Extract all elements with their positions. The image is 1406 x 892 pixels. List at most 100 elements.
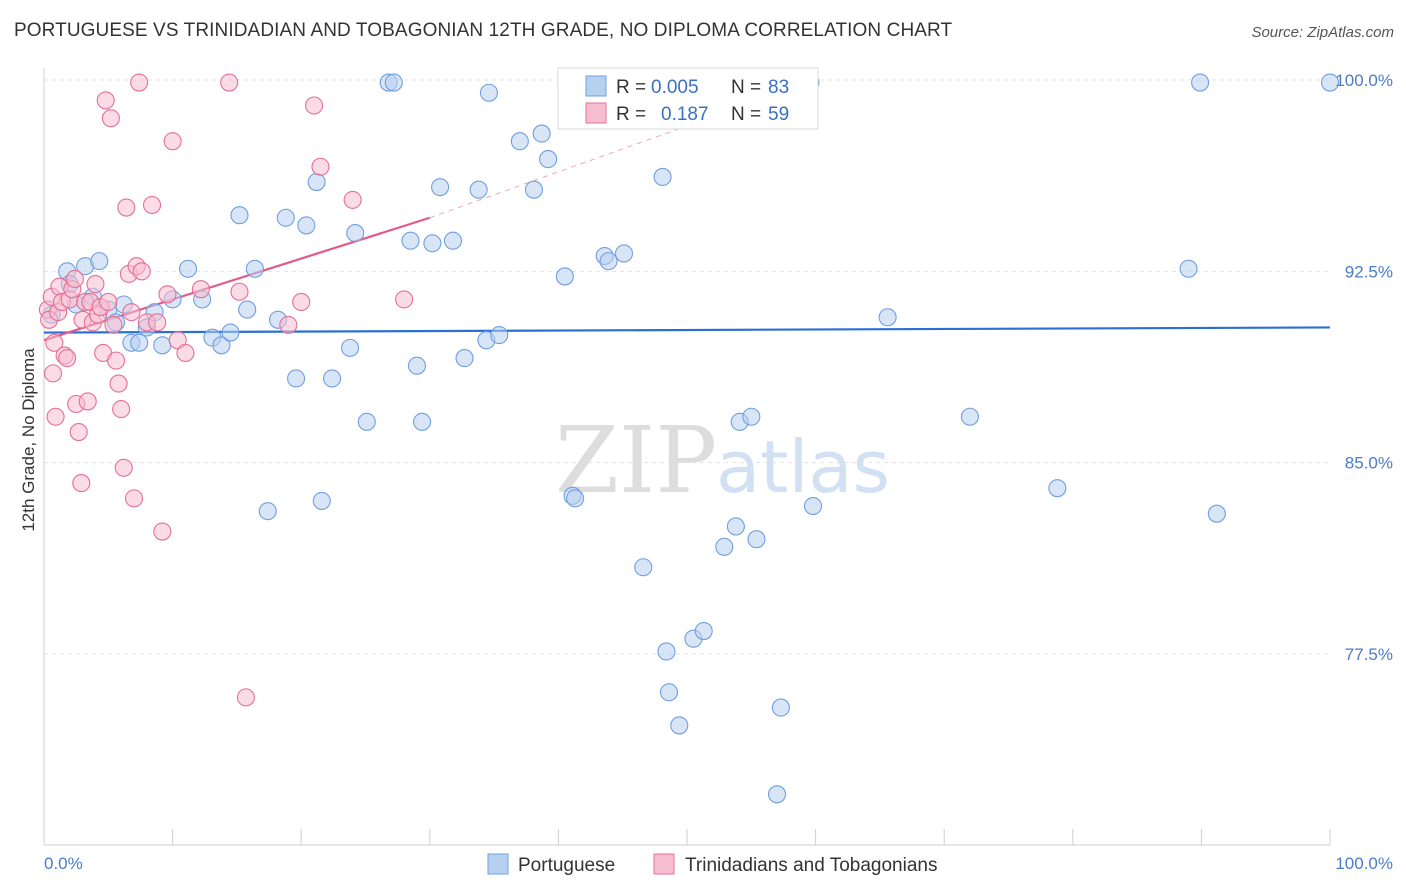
bottom-legend: Portuguese Trinidadians and Tobagonians (487, 853, 937, 876)
point-trinidadian-33 (114, 458, 133, 477)
point-trinidadian-37 (124, 489, 144, 508)
y-tick-label-3: 100.0% (1335, 71, 1393, 90)
point-portuguese-58 (614, 244, 634, 263)
point-portuguese-46 (479, 83, 499, 102)
y-tick-label-2: 92.5% (1345, 262, 1393, 281)
legend-swatch-trinidadian (585, 102, 607, 124)
point-portuguese-37 (401, 231, 420, 250)
point-trinidadian-4 (45, 333, 64, 352)
y-tick-labels: 77.5% 85.0% 92.5% 100.0% (1335, 71, 1393, 664)
point-trinidadian-51 (230, 282, 249, 301)
point-portuguese-49 (524, 180, 544, 199)
point-portuguese-47 (490, 326, 509, 345)
point-trinidadian-57 (343, 190, 362, 209)
chart-title: PORTUGUESE VS TRINIDADIAN AND TOBAGONIAN… (14, 20, 953, 41)
point-portuguese-16 (178, 259, 198, 278)
point-portuguese-72 (767, 785, 787, 804)
point-trinidadian-22 (86, 275, 105, 294)
point-trinidadian-10 (58, 349, 77, 368)
point-portuguese-31 (323, 369, 342, 388)
point-portuguese-65 (694, 621, 713, 641)
point-trinidadian-55 (305, 96, 324, 115)
point-trinidadian-32 (112, 400, 131, 419)
point-trinidadian-15 (69, 423, 88, 442)
point-portuguese-75 (803, 496, 823, 516)
data-points (38, 73, 1340, 804)
point-trinidadian-31 (109, 374, 128, 393)
axes (43, 68, 1331, 846)
point-portuguese-11 (130, 333, 149, 352)
point-trinidadian-30 (106, 351, 126, 370)
point-portuguese-26 (276, 208, 295, 227)
point-trinidadian-42 (142, 195, 162, 215)
point-portuguese-40 (423, 234, 442, 253)
point-trinidadian-46 (163, 132, 182, 151)
point-portuguese-42 (443, 231, 462, 250)
legend-n-value-2: 59 (768, 104, 789, 125)
point-portuguese-80 (1191, 73, 1210, 92)
point-trinidadian-48 (176, 343, 195, 363)
point-portuguese-32 (341, 338, 360, 357)
point-portuguese-24 (258, 502, 277, 521)
legend-r-value-1: 0.005 (651, 77, 699, 98)
legend-n-value-1: 83 (768, 77, 789, 98)
point-portuguese-70 (742, 407, 761, 426)
watermark: ZIP atlas (555, 407, 890, 514)
x-tick-label-1: 100.0% (1335, 854, 1393, 873)
point-portuguese-21 (230, 206, 249, 225)
point-trinidadian-27 (99, 292, 118, 311)
point-trinidadian-39 (130, 73, 149, 92)
point-trinidadian-40 (132, 262, 151, 281)
x-tick-labels: 0.0% 100.0% (44, 854, 1393, 873)
legend-r-label-2: R = (616, 104, 646, 125)
point-trinidadian-50 (220, 73, 239, 92)
point-portuguese-57 (599, 252, 618, 271)
point-trinidadian-16 (72, 474, 91, 493)
point-portuguese-6 (90, 252, 109, 271)
point-trinidadian-26 (96, 91, 115, 110)
y-tick-label-0: 77.5% (1345, 645, 1393, 664)
point-portuguese-62 (659, 683, 679, 702)
point-trinidadian-28 (101, 109, 120, 128)
point-portuguese-44 (469, 180, 488, 199)
point-trinidadian-19 (78, 392, 97, 411)
gridlines (44, 79, 1330, 655)
point-portuguese-14 (153, 336, 172, 355)
point-trinidadian-13 (65, 269, 84, 289)
point-portuguese-33 (346, 224, 365, 243)
point-portuguese-27 (287, 369, 306, 388)
point-trinidadian-53 (279, 315, 298, 334)
point-portuguese-54 (566, 489, 585, 508)
y-tick-label-1: 85.0% (1345, 454, 1393, 473)
legend-swatch-portuguese (585, 75, 607, 97)
point-portuguese-60 (657, 642, 676, 661)
point-portuguese-59 (634, 558, 653, 577)
point-trinidadian-52 (236, 688, 255, 707)
point-trinidadian-29 (104, 315, 123, 334)
bottom-legend-portuguese: Portuguese (518, 855, 615, 876)
point-trinidadian-5 (46, 407, 65, 426)
point-portuguese-20 (221, 323, 240, 342)
point-portuguese-50 (532, 124, 551, 143)
watermark-atlas: atlas (716, 425, 890, 509)
bottom-legend-swatch-portuguese (487, 853, 509, 875)
point-portuguese-19 (212, 336, 231, 355)
point-portuguese-71 (747, 530, 766, 549)
point-portuguese-38 (407, 356, 426, 375)
point-portuguese-30 (312, 491, 331, 510)
point-trinidadian-56 (311, 157, 330, 176)
point-portuguese-68 (726, 517, 745, 536)
point-trinidadian-34 (117, 198, 136, 217)
point-portuguese-43 (455, 349, 474, 368)
point-portuguese-63 (670, 716, 689, 735)
point-trinidadian-49 (191, 280, 210, 299)
point-trinidadian-43 (148, 313, 167, 332)
legend-n-label-1: N = (731, 77, 761, 98)
top-legend: R = 0.005 N = 83 R = 0.187 N = 59 (557, 67, 819, 130)
legend-n-label-2: N = (731, 104, 761, 125)
point-portuguese-29 (307, 172, 326, 192)
point-portuguese-41 (431, 178, 450, 197)
point-portuguese-61 (653, 167, 672, 186)
bottom-legend-trinidadian: Trinidadians and Tobagonians (685, 855, 937, 876)
trend-line-portuguese (43, 326, 1331, 334)
